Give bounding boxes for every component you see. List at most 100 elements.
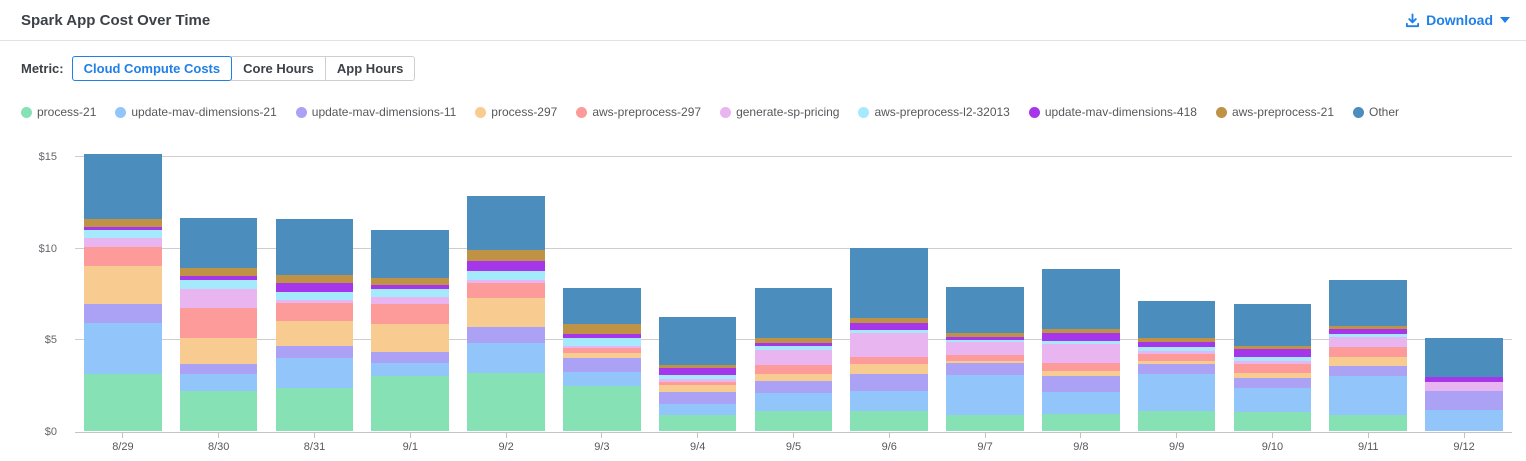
bar-segment[interactable] xyxy=(1042,413,1120,431)
bar-segment[interactable] xyxy=(1137,374,1216,411)
bar-segment[interactable] xyxy=(563,337,641,346)
bar-segment[interactable] xyxy=(658,317,737,366)
bar-segment[interactable] xyxy=(946,354,1024,362)
bar-segment[interactable] xyxy=(754,343,833,346)
bar-segment[interactable] xyxy=(1042,332,1120,342)
bar-segment[interactable] xyxy=(179,276,258,280)
metric-option-cloud-compute-costs[interactable]: Cloud Compute Costs xyxy=(71,56,233,81)
metric-option-app-hours[interactable]: App Hours xyxy=(324,56,416,81)
bar-segment[interactable] xyxy=(1042,329,1120,333)
bar-segment[interactable] xyxy=(658,367,737,376)
stacked-bar-9-1[interactable] xyxy=(371,230,450,431)
bar-segment[interactable] xyxy=(946,340,1024,343)
bar-segment[interactable] xyxy=(275,387,354,431)
bar-segment[interactable] xyxy=(1233,361,1312,365)
bar-segment[interactable] xyxy=(179,288,258,309)
stacked-bar-9-12[interactable] xyxy=(1425,337,1503,431)
stacked-bar-9-3[interactable] xyxy=(563,288,641,431)
bar-segment[interactable] xyxy=(1233,364,1312,374)
stacked-bar-9-8[interactable] xyxy=(1042,268,1120,431)
bar-segment[interactable] xyxy=(754,288,833,339)
bar-segment[interactable] xyxy=(754,345,833,351)
bar-segment[interactable] xyxy=(563,386,641,431)
bar-segment[interactable] xyxy=(946,361,1024,364)
stacked-bar-9-9[interactable] xyxy=(1137,300,1216,431)
bar-segment[interactable] xyxy=(1233,345,1312,350)
bar-segment[interactable] xyxy=(1329,376,1408,415)
bar-segment[interactable] xyxy=(1042,376,1120,392)
bar-segment[interactable] xyxy=(946,375,1024,416)
bar-segment[interactable] xyxy=(1042,391,1120,414)
stacked-bar-9-2[interactable] xyxy=(467,196,545,431)
stacked-bar-9-10[interactable] xyxy=(1233,303,1312,431)
stacked-bar-8-31[interactable] xyxy=(275,219,354,431)
bar-segment[interactable] xyxy=(658,391,737,404)
bar-segment[interactable] xyxy=(467,250,545,262)
bar-segment[interactable] xyxy=(1329,329,1408,334)
bar-segment[interactable] xyxy=(946,415,1024,431)
bar-segment[interactable] xyxy=(467,270,545,280)
bar-segment[interactable] xyxy=(275,345,354,358)
bar-segment[interactable] xyxy=(1042,268,1120,330)
bar-segment[interactable] xyxy=(946,287,1024,333)
download-button[interactable]: Download xyxy=(1405,12,1510,28)
stacked-bar-9-7[interactable] xyxy=(946,287,1024,431)
bar-segment[interactable] xyxy=(1425,390,1503,410)
bar-segment[interactable] xyxy=(1137,354,1216,362)
bar-segment[interactable] xyxy=(84,154,162,220)
bar-segment[interactable] xyxy=(467,261,545,271)
bar-segment[interactable] xyxy=(1233,303,1312,346)
bar-segment[interactable] xyxy=(850,247,929,319)
bar-segment[interactable] xyxy=(658,365,737,368)
stacked-bar-8-29[interactable] xyxy=(84,154,162,431)
bar-segment[interactable] xyxy=(658,381,737,386)
bar-segment[interactable] xyxy=(179,218,258,268)
bar-segment[interactable] xyxy=(1233,377,1312,388)
bar-segment[interactable] xyxy=(179,267,258,277)
stacked-bar-9-4[interactable] xyxy=(658,317,737,431)
bar-segment[interactable] xyxy=(1329,414,1408,431)
legend-item[interactable]: generate-sp-pricing xyxy=(720,105,839,119)
bar-segment[interactable] xyxy=(84,219,162,227)
bar-segment[interactable] xyxy=(563,347,641,354)
bar-segment[interactable] xyxy=(467,298,545,327)
legend-item[interactable]: process-297 xyxy=(475,105,557,119)
bar-segment[interactable] xyxy=(371,323,450,353)
bar-segment[interactable] xyxy=(371,285,450,289)
bar-segment[interactable] xyxy=(1329,356,1408,366)
bar-segment[interactable] xyxy=(275,219,354,276)
bar-segment[interactable] xyxy=(1137,361,1216,365)
bar-segment[interactable] xyxy=(84,230,162,238)
bar-segment[interactable] xyxy=(275,321,354,346)
bar-segment[interactable] xyxy=(754,393,833,411)
bar-segment[interactable] xyxy=(275,275,354,284)
bar-segment[interactable] xyxy=(1137,346,1216,352)
bar-segment[interactable] xyxy=(179,308,258,339)
bar-segment[interactable] xyxy=(563,353,641,358)
bar-segment[interactable] xyxy=(658,414,737,431)
bar-segment[interactable] xyxy=(467,279,545,283)
bar-segment[interactable] xyxy=(179,374,258,391)
bar-segment[interactable] xyxy=(850,318,929,323)
bar-segment[interactable] xyxy=(179,364,258,375)
bar-segment[interactable] xyxy=(850,332,929,357)
bar-segment[interactable] xyxy=(84,322,162,375)
bar-segment[interactable] xyxy=(1329,279,1408,326)
bar-segment[interactable] xyxy=(467,343,545,374)
bar-segment[interactable] xyxy=(1137,364,1216,375)
legend-item[interactable]: aws-preprocess-21 xyxy=(1215,105,1334,119)
bar-segment[interactable] xyxy=(467,196,545,251)
bar-segment[interactable] xyxy=(1425,382,1503,391)
bar-segment[interactable] xyxy=(275,357,354,388)
legend-item[interactable]: update-mav-dimensions-418 xyxy=(1028,105,1197,119)
bar-segment[interactable] xyxy=(658,385,737,392)
legend-item[interactable]: update-mav-dimensions-11 xyxy=(295,105,456,119)
bar-segment[interactable] xyxy=(563,333,641,338)
bar-segment[interactable] xyxy=(467,282,545,299)
bar-segment[interactable] xyxy=(946,336,1024,341)
bar-segment[interactable] xyxy=(946,363,1024,376)
bar-segment[interactable] xyxy=(1233,411,1312,431)
bar-segment[interactable] xyxy=(1042,341,1120,344)
bar-segment[interactable] xyxy=(1425,409,1503,431)
bar-segment[interactable] xyxy=(1233,387,1312,412)
